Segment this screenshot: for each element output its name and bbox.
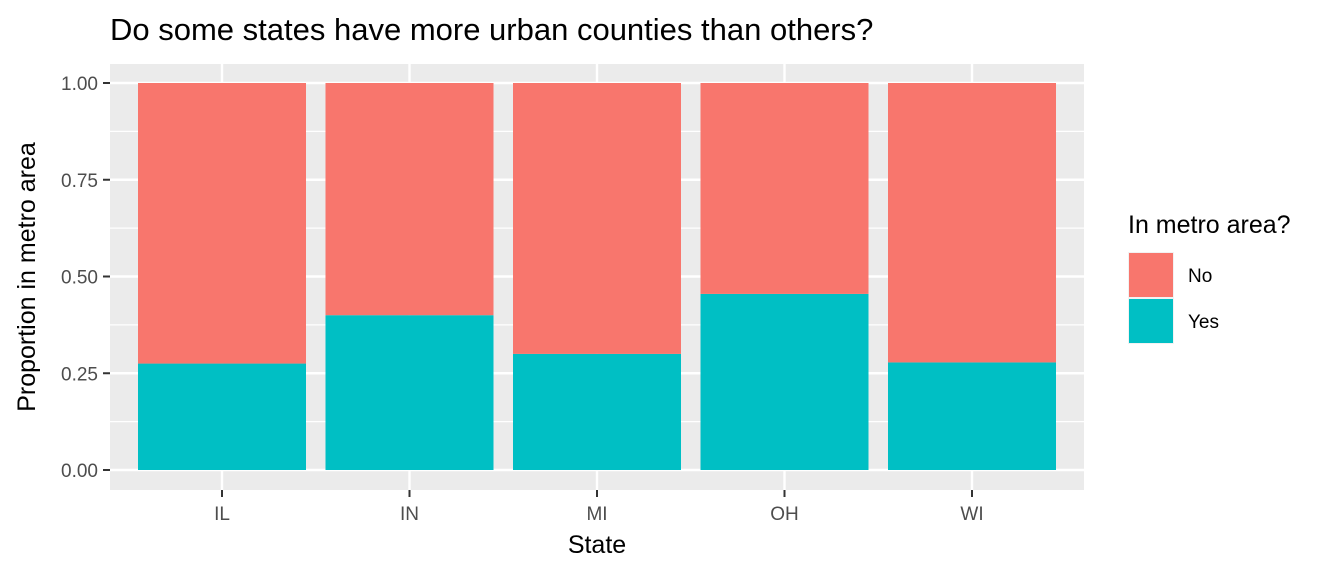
x-tick-label: IL <box>214 504 230 525</box>
x-axis: IL IN MI OH WI <box>214 490 984 525</box>
x-axis-title: State <box>568 531 626 559</box>
bar-il-no <box>138 83 306 364</box>
bar-mi-yes <box>513 353 681 470</box>
legend-title: In metro area? <box>1128 211 1291 239</box>
chart-title: Do some states have more urban counties … <box>110 12 873 47</box>
x-tick-label: MI <box>586 504 607 525</box>
y-tick-label: 1.00 <box>61 74 98 95</box>
x-tick-label: OH <box>770 504 799 525</box>
legend-key-no <box>1129 253 1173 297</box>
y-tick-label: 0.75 <box>61 171 98 192</box>
y-axis-title: Proportion in metro area <box>13 142 41 412</box>
bar-in-no <box>325 83 494 316</box>
legend-label-no: No <box>1188 266 1212 287</box>
y-tick-label: 0.25 <box>61 364 98 385</box>
bar-wi-yes <box>888 362 1056 470</box>
y-tick-label: 0.00 <box>61 461 98 482</box>
bar-il-yes <box>138 363 306 470</box>
y-axis: 0.00 0.25 0.50 0.75 1.00 <box>61 74 110 482</box>
y-tick-label: 0.50 <box>61 268 98 289</box>
bar-wi-no <box>888 83 1056 363</box>
bar-oh-yes <box>700 293 869 470</box>
bar-in-yes <box>325 315 494 470</box>
legend-label-yes: Yes <box>1188 312 1219 333</box>
bars <box>138 83 1056 470</box>
legend-key-yes <box>1129 299 1173 343</box>
bar-oh-no <box>700 83 869 294</box>
x-tick-label: WI <box>960 504 983 525</box>
legend: In metro area? No Yes <box>1128 211 1291 344</box>
bar-mi-no <box>513 83 681 354</box>
x-tick-label: IN <box>400 504 419 525</box>
